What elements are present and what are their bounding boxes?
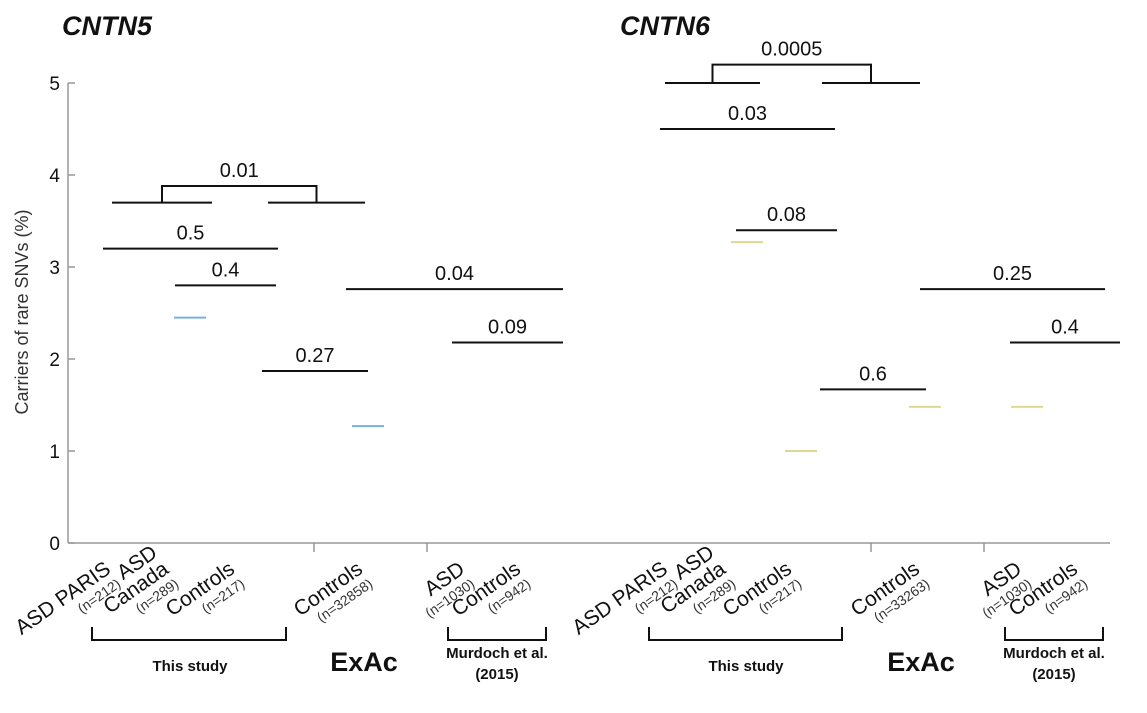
y-tick-label: 5	[49, 74, 60, 95]
comparison-bracket	[711, 63, 872, 83]
p-value-label: 0.4	[212, 259, 240, 281]
group-brackets: This study ExAc Murdoch et al. (2015) This s…	[91, 627, 1105, 683]
x-tick-label: Controls(n=33263)	[847, 557, 933, 625]
comparison-bracket	[161, 185, 318, 203]
p-value-label: 0.27	[296, 345, 335, 367]
group-bracket	[447, 627, 547, 641]
p-value-label: 0.09	[488, 316, 527, 338]
p-value-label: 0.0005	[761, 39, 822, 61]
panel-title-cntn5: CNTN5	[62, 11, 153, 41]
group-label-this-study: This study	[152, 658, 228, 675]
p-value-label: 0.04	[435, 263, 474, 285]
comparison-brackets: 0.01 0.5 0.4 0.27 0.04 0.09 0.0005 0.03 0.08 0.6 0…	[103, 39, 1120, 391]
group-label-murdoch: Murdoch et al.	[1003, 645, 1105, 662]
p-value-label: 0.4	[1051, 316, 1079, 338]
group-label-exac: ExAc	[887, 647, 955, 677]
group-bracket	[1004, 627, 1104, 641]
p-value-label: 0.5	[177, 223, 205, 245]
group-label-murdoch: Murdoch et al.	[446, 645, 548, 662]
y-tick-labels: 0 1 2 3 4 5	[49, 74, 60, 555]
y-tick-label: 3	[49, 258, 60, 279]
group-bracket	[648, 627, 843, 641]
group-label-murdoch-year: (2015)	[1032, 666, 1075, 683]
x-tick-label: Controls(n=32858)	[290, 557, 376, 625]
group-label-this-study: This study	[708, 658, 784, 675]
y-tick-label: 0	[49, 534, 60, 555]
y-tick-label: 1	[49, 442, 60, 463]
group-bracket	[91, 627, 287, 641]
panel-title-cntn6: CNTN6	[620, 11, 711, 41]
x-tick-labels: ASD PARIS(n=212)ASDCanada(n=289)Controls…	[11, 541, 1090, 640]
y-axis-label: Carriers of rare SNVs (%)	[12, 209, 32, 414]
p-value-label: 0.25	[993, 263, 1032, 285]
group-label-exac: ExAc	[330, 647, 398, 677]
p-value-label: 0.01	[220, 160, 259, 182]
x-tick-label: Controls(n=217)	[162, 557, 248, 621]
p-value-label: 0.6	[859, 363, 887, 385]
axes	[67, 82, 1110, 552]
p-value-label: 0.03	[728, 103, 767, 125]
group-label-murdoch-year: (2015)	[475, 666, 518, 683]
x-tick-label: Controls(n=217)	[719, 557, 805, 621]
bars	[174, 241, 1043, 452]
y-tick-label: 2	[49, 350, 60, 371]
y-tick-label: 4	[49, 166, 60, 187]
p-value-label: 0.08	[767, 204, 806, 226]
